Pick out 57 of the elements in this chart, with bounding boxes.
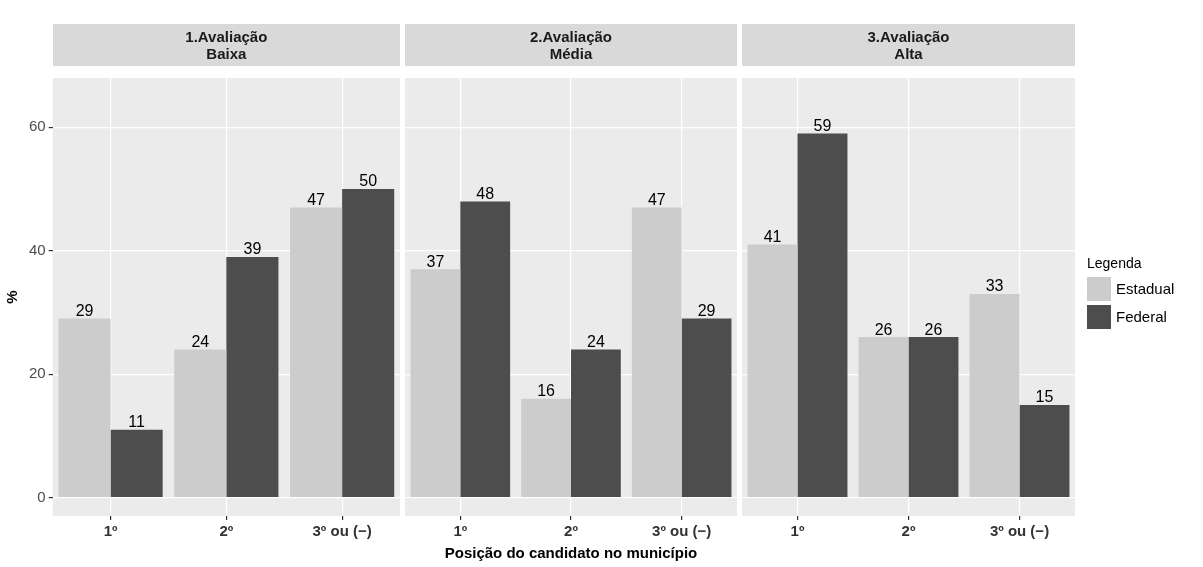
legend-label: Federal	[1116, 308, 1167, 325]
data-label: 29	[697, 302, 716, 319]
x-tick-label: 3º ou (−)	[652, 522, 712, 540]
data-label: 48	[476, 184, 495, 202]
data-label: 15	[1035, 388, 1054, 406]
data-label: 59	[813, 116, 832, 134]
x-tick-label: 3º ou (−)	[312, 522, 372, 540]
data-label: 11	[128, 413, 146, 431]
chart-title: 3.Avaliação Alta	[742, 24, 1075, 66]
data-label: 47	[307, 190, 326, 208]
bar	[58, 318, 111, 497]
bar	[174, 349, 227, 497]
y-tick-label: 60	[29, 117, 46, 135]
y-axis-title: %	[3, 290, 21, 304]
legend-title: Legenda	[1087, 254, 1143, 271]
x-tick-label: 1º	[103, 522, 118, 540]
bar	[747, 244, 798, 497]
data-label: 16	[537, 382, 556, 400]
data-label: 41	[763, 227, 782, 245]
bar	[226, 256, 279, 497]
bar	[521, 398, 571, 497]
x-tick-label: 3º ou (−)	[989, 522, 1050, 540]
bar	[908, 337, 959, 497]
data-label: 26	[874, 320, 893, 338]
bar	[797, 133, 848, 497]
y-tick-label: 40	[29, 240, 46, 258]
legend-label: Estadual	[1116, 280, 1175, 297]
data-label: 26	[924, 320, 943, 338]
x-tick-label: 1º	[453, 522, 468, 540]
data-label: 33	[985, 277, 1004, 295]
chart-title: 1.Avaliação Baixa	[52, 24, 400, 66]
bar	[460, 201, 511, 497]
bar	[969, 293, 1020, 497]
bar	[571, 349, 621, 497]
x-tick-label: 2º	[564, 522, 579, 540]
data-label: 24	[191, 332, 210, 350]
data-label: 39	[243, 240, 262, 258]
x-tick-label: 1º	[790, 522, 805, 540]
bar	[858, 337, 909, 497]
bar	[342, 189, 395, 497]
data-label: 29	[75, 302, 94, 319]
x-axis-title: Posição do candidato no município	[443, 544, 699, 561]
chart-title: 2.Avaliação Média	[405, 24, 737, 66]
bar	[110, 429, 163, 497]
bar	[631, 207, 682, 497]
bar	[290, 207, 343, 497]
y-tick-label: 0	[37, 487, 46, 505]
data-label: 47	[647, 190, 666, 208]
bar	[1019, 404, 1070, 497]
data-label: 24	[587, 332, 605, 350]
x-tick-label: 2º	[901, 522, 916, 540]
x-tick-label: 2º	[219, 522, 234, 540]
data-label: 37	[426, 252, 445, 270]
bar	[410, 269, 461, 497]
bar	[681, 318, 732, 497]
y-tick-label: 20	[29, 364, 46, 382]
data-label: 50	[359, 172, 378, 190]
